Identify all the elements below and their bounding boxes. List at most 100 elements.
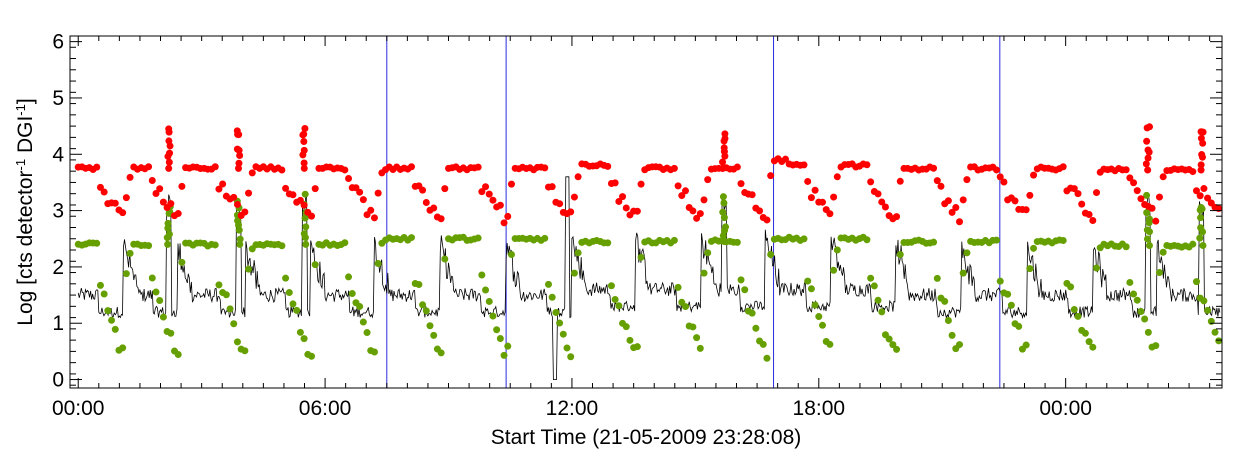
y-tick-label: 1: [52, 312, 64, 335]
series-green-point: [167, 329, 175, 337]
series-red-point: [165, 158, 173, 166]
series-red-point: [1197, 134, 1205, 142]
series-red-point: [720, 144, 728, 152]
series-green-point: [615, 302, 623, 310]
series-red-point: [1022, 206, 1030, 214]
series-green-point: [1122, 243, 1130, 251]
series-green-point: [301, 190, 309, 198]
series-green-point: [430, 331, 438, 339]
series-red-point: [230, 193, 238, 201]
series-red-point: [937, 182, 945, 190]
series-green-point: [474, 234, 482, 242]
series-green-point: [1144, 328, 1152, 336]
series-red-point: [174, 210, 182, 218]
series-red-point: [737, 180, 745, 188]
series-red-point: [122, 194, 130, 202]
series-red-point: [1085, 210, 1093, 218]
series-green-point: [819, 321, 827, 329]
y-axis-title-end: ]: [14, 98, 37, 104]
series-red-point: [833, 173, 841, 181]
series-red-point: [178, 182, 186, 190]
series-green-point: [1155, 269, 1163, 277]
series-red-point: [952, 204, 960, 212]
series-green-point: [230, 320, 238, 328]
series-red-point: [996, 173, 1004, 181]
series-red-point: [1155, 193, 1163, 201]
series-red-point: [570, 193, 578, 201]
series-red-point: [119, 209, 127, 217]
series-red-point: [1078, 200, 1086, 208]
series-green-point: [300, 335, 308, 343]
series-green-point: [1015, 322, 1023, 330]
series-green-point: [1067, 283, 1075, 291]
series-green-point: [604, 239, 612, 247]
x-tick-label: 00:00: [1039, 397, 1092, 420]
series-green-point: [348, 290, 356, 298]
x-tick-label: 00:00: [52, 397, 105, 420]
series-green-point: [296, 328, 304, 336]
series-green-point: [108, 316, 116, 324]
series-red-point: [289, 191, 297, 199]
series-green-point: [345, 273, 353, 281]
series-red-point: [345, 174, 353, 182]
series-red-group: [74, 123, 1222, 227]
series-green-point: [1145, 215, 1153, 223]
series-red-point: [145, 163, 153, 171]
series-green-point: [1089, 343, 1097, 351]
series-red-point: [756, 207, 764, 215]
series-green-point: [1192, 278, 1200, 286]
series-green-point: [748, 309, 756, 317]
series-green-point: [704, 249, 712, 257]
series-green-point: [236, 240, 244, 248]
series-green-point: [100, 290, 108, 298]
series-red-point: [611, 179, 619, 187]
series-red-point: [245, 189, 253, 197]
series-red-point: [233, 145, 241, 153]
series-red-point: [681, 187, 689, 195]
series-green-point: [300, 230, 308, 238]
series-green-point: [245, 265, 253, 273]
series-green-point: [689, 323, 697, 331]
series-green-point: [944, 316, 952, 324]
y-tick-label: 6: [52, 31, 64, 54]
series-red-point: [1093, 189, 1101, 197]
series-green-point: [767, 251, 775, 259]
series-red-point: [696, 210, 704, 218]
series-red-point: [235, 164, 243, 172]
series-green-point: [826, 340, 834, 348]
series-green-point: [148, 274, 156, 282]
series-green-point: [1141, 315, 1149, 323]
series-red-point: [748, 191, 756, 199]
series-red-point: [615, 197, 623, 205]
series-green-point: [633, 343, 641, 351]
series-red-point: [804, 177, 812, 185]
series-green-point: [422, 307, 430, 315]
series-red-point: [300, 137, 308, 145]
series-red-point: [485, 190, 493, 198]
series-green-point: [719, 208, 727, 216]
series-green-point: [870, 282, 878, 290]
series-green-point: [278, 242, 286, 250]
series-red-point: [148, 177, 156, 185]
series-green-point: [1143, 226, 1151, 234]
series-red-point: [1026, 191, 1034, 199]
series-red-point: [300, 201, 308, 209]
series-red-point: [219, 180, 227, 188]
series-red-point: [370, 214, 378, 222]
series-green-point: [302, 223, 310, 231]
series-red-point: [301, 124, 309, 132]
series-green-point: [959, 269, 967, 277]
series-red-point: [233, 200, 241, 208]
series-green-point: [878, 308, 886, 316]
series-green-point: [236, 235, 244, 243]
series-green-point: [164, 240, 172, 248]
series-red-point: [896, 177, 904, 185]
series-green-point: [559, 330, 567, 338]
series-green-point: [804, 277, 812, 285]
series-green-point: [1211, 328, 1219, 336]
series-red-point: [166, 149, 174, 157]
series-red-point: [156, 185, 164, 193]
series-green-point: [574, 249, 582, 257]
series-red-point: [826, 210, 834, 218]
